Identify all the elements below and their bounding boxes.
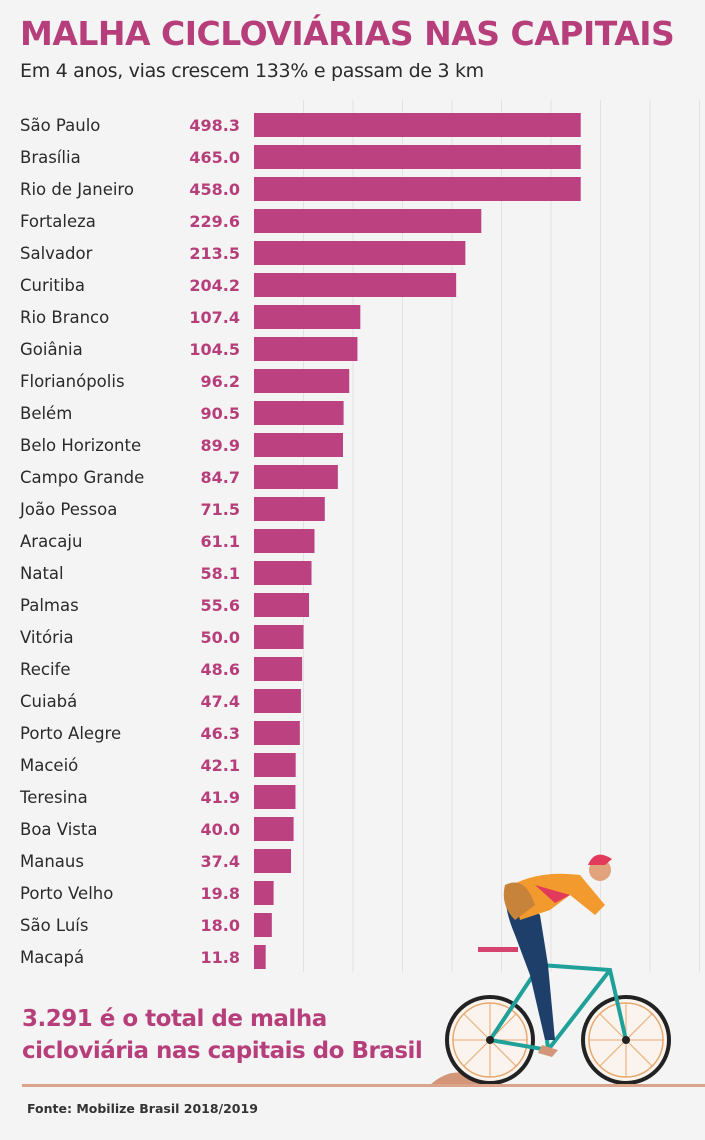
- value-label: 107.4: [189, 308, 240, 327]
- category-label: Manaus: [20, 852, 84, 871]
- bar: [254, 305, 361, 329]
- bar: [254, 497, 325, 521]
- ground-line: [22, 1084, 705, 1087]
- value-label: 498.3: [189, 116, 240, 135]
- category-label: São Luís: [20, 916, 88, 935]
- category-label: Palmas: [20, 596, 79, 615]
- bar: [254, 657, 303, 681]
- category-label: Salvador: [20, 244, 93, 263]
- value-label: 84.7: [201, 468, 240, 487]
- category-label: Goiânia: [20, 340, 83, 359]
- value-label: 104.5: [189, 340, 240, 359]
- value-label: 41.9: [201, 788, 240, 807]
- category-label: Rio de Janeiro: [20, 180, 134, 199]
- category-label: Teresina: [19, 788, 88, 807]
- category-label: Curitiba: [20, 276, 85, 295]
- total-summary: 3.291 é o total de malha cicloviária nas…: [22, 1003, 423, 1067]
- bar: [254, 209, 482, 233]
- value-label: 46.3: [201, 724, 240, 743]
- value-label: 61.1: [201, 532, 240, 551]
- category-label: Cuiabá: [20, 692, 77, 711]
- category-label: Porto Velho: [20, 884, 113, 903]
- category-label: Natal: [20, 564, 64, 583]
- value-label: 71.5: [201, 500, 240, 519]
- bar: [254, 241, 466, 265]
- category-label: Macapá: [20, 948, 84, 967]
- bar: [254, 785, 296, 809]
- chart-title: MALHA CICLOVIÁRIAS NAS CAPITAIS: [20, 14, 675, 53]
- value-label: 229.6: [189, 212, 240, 231]
- bar: [254, 689, 301, 713]
- category-label: Boa Vista: [20, 820, 97, 839]
- value-label: 37.4: [201, 852, 240, 871]
- value-label: 213.5: [189, 244, 240, 263]
- category-label: Florianópolis: [20, 372, 125, 391]
- category-label: Campo Grande: [20, 468, 144, 487]
- bar: [254, 177, 581, 201]
- bar: [254, 593, 310, 617]
- bar-chart: São Paulo 498.3 Brasília 465.0 Rio de Janeir…: [19, 100, 700, 972]
- value-label: 11.8: [201, 948, 240, 967]
- value-label: 50.0: [201, 628, 240, 647]
- value-label: 48.6: [201, 660, 240, 679]
- cyclist-illustration: [430, 854, 671, 1085]
- source-note: Fonte: Mobilize Brasil 2018/2019: [27, 1101, 258, 1116]
- category-label: Vitória: [20, 628, 74, 647]
- bar: [254, 337, 358, 361]
- value-label: 47.4: [201, 692, 240, 711]
- bar: [254, 433, 344, 457]
- bar: [254, 913, 272, 937]
- category-label: Fortaleza: [20, 212, 96, 231]
- value-label: 458.0: [189, 180, 240, 199]
- value-label: 55.6: [201, 596, 240, 615]
- bar: [254, 561, 312, 585]
- category-label: João Pessoa: [19, 500, 117, 519]
- category-label: Maceió: [20, 756, 78, 775]
- bar: [254, 817, 294, 841]
- value-label: 42.1: [201, 756, 240, 775]
- bar: [254, 945, 266, 969]
- bar: [254, 753, 296, 777]
- category-label: Porto Alegre: [20, 724, 121, 743]
- value-label: 90.5: [201, 404, 240, 423]
- total-line-2: cicloviária nas capitais do Brasil: [22, 1038, 423, 1064]
- value-label: 96.2: [201, 372, 240, 391]
- bar: [254, 113, 581, 137]
- category-label: Brasília: [20, 148, 81, 167]
- category-label: Rio Branco: [20, 308, 109, 327]
- bar: [254, 721, 300, 745]
- bar: [254, 881, 274, 905]
- bar: [254, 529, 315, 553]
- value-label: 19.8: [201, 884, 240, 903]
- category-label: Belém: [20, 404, 72, 423]
- bar: [254, 465, 338, 489]
- value-label: 40.0: [201, 820, 240, 839]
- value-label: 204.2: [189, 276, 240, 295]
- bar: [254, 401, 344, 425]
- category-label: São Paulo: [20, 116, 100, 135]
- value-label: 18.0: [201, 916, 240, 935]
- chart-subtitle: Em 4 anos, vias crescem 133% e passam de…: [20, 60, 484, 82]
- bar: [254, 849, 292, 873]
- category-label: Belo Horizonte: [20, 436, 141, 455]
- value-label: 58.1: [201, 564, 240, 583]
- total-line-1: 3.291 é o total de malha: [22, 1006, 327, 1032]
- category-label: Aracaju: [20, 532, 82, 551]
- value-label: 89.9: [201, 436, 240, 455]
- category-label: Recife: [20, 660, 71, 679]
- bar: [254, 145, 581, 169]
- value-label: 465.0: [189, 148, 240, 167]
- bar: [254, 273, 457, 297]
- bar: [254, 625, 304, 649]
- bar: [254, 369, 350, 393]
